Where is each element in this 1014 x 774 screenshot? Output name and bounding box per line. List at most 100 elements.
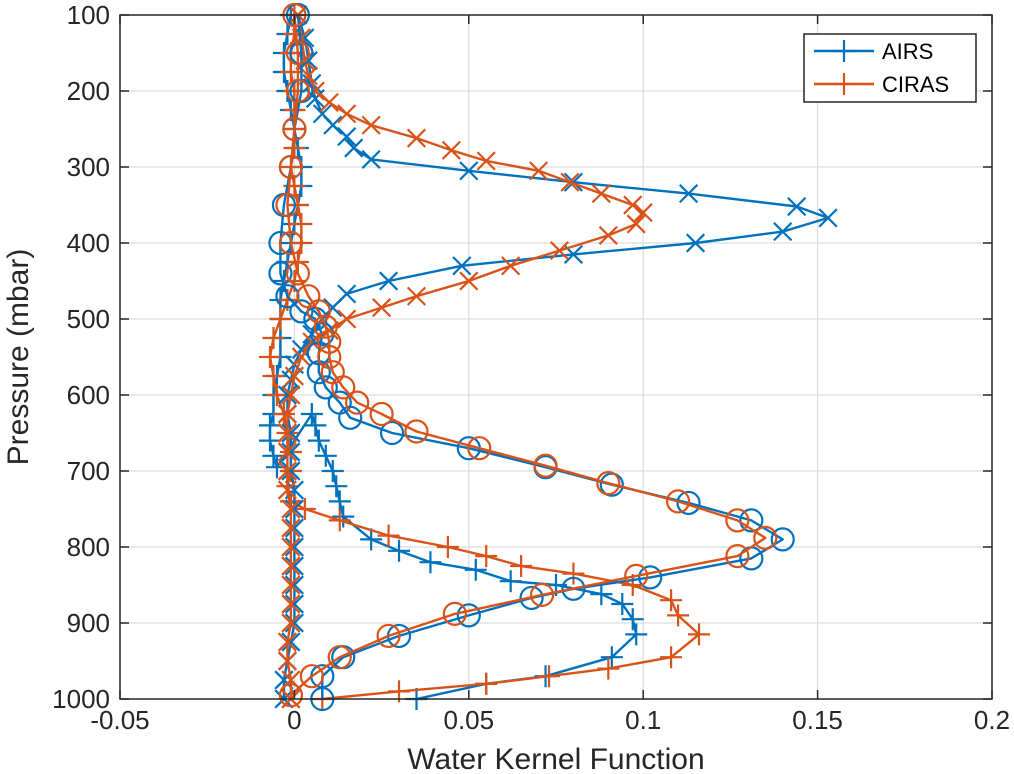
data-point-plus [265, 384, 288, 406]
series-line [286, 14, 767, 697]
y-tick-label: 700 [67, 456, 110, 486]
data-point-plus [258, 346, 281, 368]
y-tick-label: 900 [67, 608, 110, 638]
data-point-circle [268, 261, 293, 286]
data-point-x [284, 613, 304, 633]
data-point-x [528, 161, 549, 181]
data-point-circle [638, 565, 663, 590]
data-point-x [319, 92, 339, 112]
data-point-x [623, 195, 643, 215]
data-point-x [281, 442, 301, 462]
data-point-plus [377, 524, 400, 547]
data-point-circle [725, 544, 750, 569]
data-point-plus [360, 528, 383, 551]
data-point-plus [258, 429, 281, 452]
data-point-plus [262, 365, 285, 387]
data-point-x [361, 115, 381, 135]
data-point-x [284, 556, 304, 576]
y-tick-label: 600 [67, 380, 110, 410]
data-point-circle [376, 623, 401, 649]
y-tick-label: 200 [67, 76, 110, 106]
data-point-circle [285, 78, 310, 104]
x-tick-label: 0.2 [974, 705, 1010, 735]
series-ciras-upper-level [277, 5, 653, 709]
data-point-plus [293, 498, 316, 520]
data-point-x [337, 309, 357, 329]
data-point-x [685, 233, 706, 253]
data-point-circle [442, 601, 467, 626]
series-ciras-mid-level [275, 2, 778, 708]
data-point-plus [597, 657, 620, 680]
data-point-plus [272, 403, 295, 425]
data-point-plus [475, 672, 498, 695]
data-point-plus [667, 604, 690, 627]
data-point-plus [475, 545, 498, 568]
legend: AIRS CIRAS [803, 33, 977, 103]
data-point-x [560, 172, 580, 192]
data-point-circle [327, 645, 352, 670]
data-point-circle [331, 375, 356, 400]
data-point-plus [621, 608, 644, 631]
data-point-plus [538, 665, 561, 688]
data-point-circle [278, 683, 304, 708]
data-point-circle [369, 401, 394, 427]
y-axis-label: Pressure (mbar) [2, 249, 35, 466]
data-point-circle [282, 116, 307, 142]
series-airs-upper-level [274, 5, 838, 709]
legend-box [803, 33, 977, 103]
data-point-plus [332, 505, 355, 528]
data-point-x [787, 196, 807, 217]
data-point-circle [379, 420, 405, 446]
data-point-x [459, 271, 479, 291]
data-point-plus [464, 558, 487, 581]
data-point-x [281, 556, 301, 576]
data-point-circle [306, 299, 331, 324]
x-tick-label: 0 [287, 705, 301, 735]
data-point-x [277, 651, 298, 671]
data-point-circle [665, 489, 691, 514]
data-point-x [281, 632, 301, 652]
y-tick-label: 500 [67, 304, 110, 334]
data-point-x [406, 286, 427, 306]
x-tick-label: 0.1 [625, 705, 661, 735]
data-point-plus [307, 429, 330, 452]
data-point-plus [388, 539, 411, 562]
data-point-plus [290, 213, 313, 235]
data-point-plus [688, 623, 711, 646]
data-point-circle [624, 563, 649, 588]
data-point-plus [590, 583, 613, 606]
data-point-circle [285, 261, 310, 286]
data-point-x [337, 127, 357, 147]
data-point-circle [467, 436, 492, 461]
data-point-plus [499, 570, 522, 593]
data-point-x [591, 184, 611, 204]
data-point-plus [600, 646, 623, 669]
data-point-x [773, 222, 793, 242]
series-line [282, 14, 830, 699]
data-point-circle [313, 314, 338, 339]
data-point-x [281, 537, 301, 557]
data-point-x [277, 404, 298, 424]
data-point-plus [325, 475, 348, 498]
x-tick-label: 0.05 [443, 705, 494, 735]
data-point-x [372, 298, 392, 318]
data-point-x [284, 594, 304, 614]
data-point-circle [561, 576, 586, 601]
data-point-x [284, 575, 304, 595]
data-point-circle [596, 471, 621, 496]
y-tick-label: 300 [67, 152, 110, 182]
data-point-x [406, 128, 427, 148]
data-point-plus [660, 589, 683, 612]
data-point-x [459, 161, 479, 181]
data-point-x [501, 256, 521, 276]
data-point-x [818, 208, 838, 228]
data-point-circle [519, 585, 544, 611]
y-tick-label: 400 [67, 228, 110, 258]
data-point-x [626, 214, 646, 234]
data-point-circle [725, 508, 750, 533]
data-point-x [284, 537, 304, 557]
data-point-x [277, 442, 298, 462]
data-point-plus [625, 623, 648, 646]
data-point-circle [317, 344, 342, 370]
